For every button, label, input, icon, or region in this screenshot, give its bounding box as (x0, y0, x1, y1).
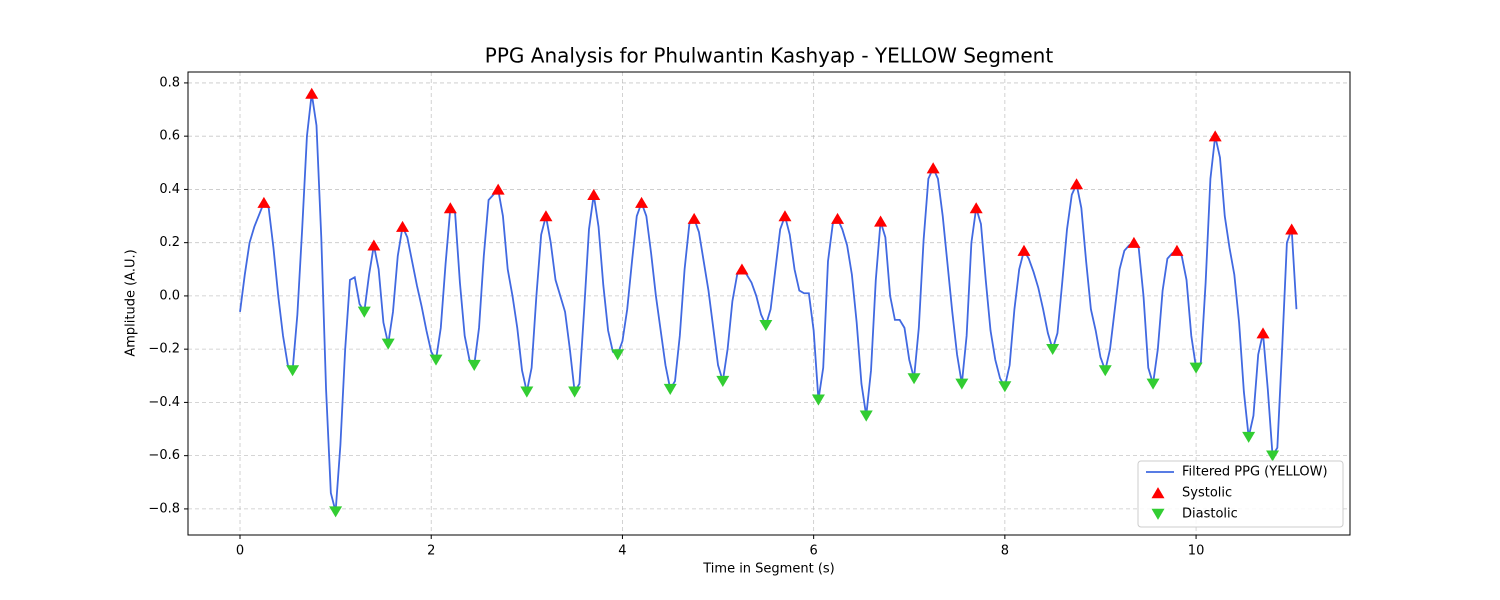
y-tick-label: 0.2 (159, 235, 180, 250)
marker (687, 212, 701, 224)
marker (998, 381, 1012, 393)
marker (1285, 223, 1299, 235)
marker (716, 375, 730, 387)
marker (257, 196, 271, 208)
marker (859, 410, 873, 422)
marker (1017, 244, 1031, 256)
y-tick-label: −0.4 (148, 395, 180, 410)
y-tick-label: 0.8 (159, 75, 180, 90)
marker (831, 212, 845, 224)
marker (305, 87, 319, 99)
marker (520, 386, 534, 398)
marker (955, 378, 969, 390)
marker (1189, 362, 1203, 374)
x-tick-label: 6 (810, 544, 818, 559)
marker (907, 373, 921, 385)
marker (568, 386, 582, 398)
marker (1127, 236, 1141, 248)
marker (587, 188, 601, 200)
y-axis-label: Amplitude (A.U.) (124, 249, 139, 356)
marker (1070, 178, 1084, 190)
marker (969, 202, 983, 214)
marker (491, 183, 505, 195)
marker (396, 220, 410, 232)
marker (759, 319, 773, 332)
marker (811, 394, 825, 406)
marker (778, 210, 792, 222)
marker (1098, 365, 1112, 377)
marker (635, 196, 649, 208)
legend-marker (1151, 487, 1165, 499)
marker (1242, 431, 1256, 443)
y-tick-label: −0.8 (148, 501, 180, 516)
x-tick-label: 8 (1001, 544, 1009, 559)
marker (381, 338, 395, 350)
marker (329, 506, 343, 518)
x-tick-label: 0 (236, 544, 244, 559)
x-tick-label: 2 (427, 544, 435, 559)
marker (611, 349, 625, 361)
marker (926, 162, 940, 174)
marker (429, 354, 443, 366)
marker (1146, 378, 1160, 390)
y-tick-label: 0.0 (159, 288, 180, 303)
marker (357, 306, 371, 318)
plot-frame (187, 71, 1351, 536)
marker (286, 365, 300, 377)
marker (443, 202, 457, 214)
marker (1256, 327, 1270, 339)
marker (1266, 450, 1280, 462)
data-line (239, 93, 1298, 512)
legend-label: Filtered PPG (YELLOW) (1182, 465, 1328, 480)
legend-marker (1151, 508, 1165, 520)
marker (467, 359, 481, 371)
x-tick-label: 4 (618, 544, 626, 559)
marker (367, 239, 381, 251)
legend-label: Systolic (1182, 486, 1232, 501)
chart-title: PPG Analysis for Phulwantin Kashyap - YE… (485, 44, 1054, 68)
marker (1170, 244, 1184, 256)
legend-label: Diastolic (1182, 507, 1238, 522)
marker (874, 215, 888, 227)
x-tick-label: 10 (1188, 544, 1205, 559)
legend-box (1137, 460, 1344, 528)
marker (735, 263, 749, 275)
marker (1046, 343, 1060, 356)
y-tick-label: 0.6 (159, 129, 180, 144)
y-tick-label: 0.4 (159, 182, 180, 197)
marker (663, 383, 677, 395)
marker (1208, 130, 1222, 142)
marker (539, 210, 553, 222)
y-tick-label: −0.2 (148, 342, 180, 357)
y-tick-label: −0.6 (148, 448, 180, 463)
x-axis-label: Time in Segment (s) (702, 562, 834, 577)
